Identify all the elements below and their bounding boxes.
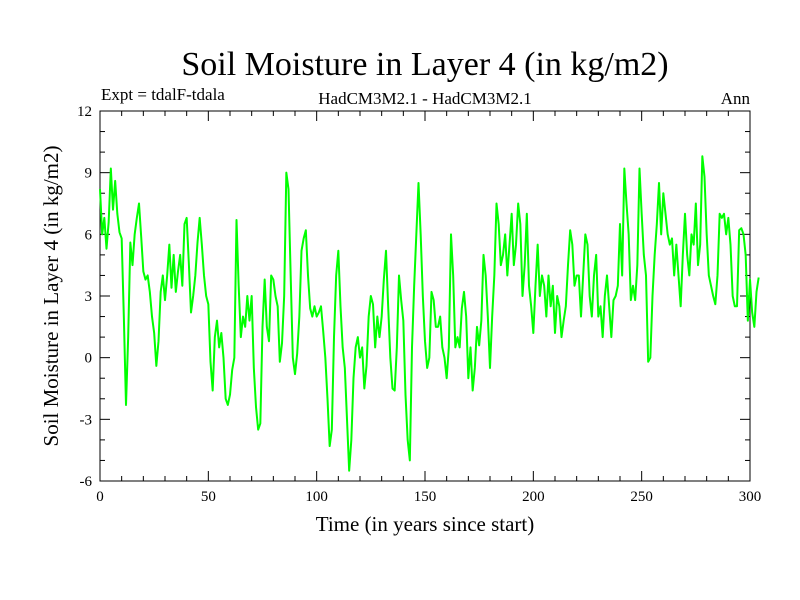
x-tick-label: 0	[96, 489, 104, 505]
chart-subtitle-center: HadCM3M2.1 - HadCM3M2.1	[318, 89, 531, 108]
y-tick-label: 0	[85, 351, 93, 367]
x-axis-label: Time (in years since start)	[316, 512, 535, 536]
axis-tick-labels: 0 50 100 150 200 250 300 -6 -3 0 3 6 9 12	[77, 104, 761, 505]
x-tick-label: 250	[630, 489, 653, 505]
x-tick-label: 150	[414, 489, 437, 505]
y-tick-label: -3	[80, 412, 93, 428]
axis-ticks	[99, 110, 751, 482]
y-tick-label: 9	[85, 166, 93, 182]
x-tick-label: 100	[305, 489, 328, 505]
y-tick-label: 12	[77, 104, 92, 120]
x-tick-label: 300	[739, 489, 762, 505]
chart-title: Soil Moisture in Layer 4 (in kg/m2)	[181, 46, 668, 83]
y-tick-label: 6	[85, 227, 93, 243]
chart-subtitle-right: Ann	[721, 89, 751, 108]
x-tick-label: 200	[522, 489, 545, 505]
y-tick-label: 3	[85, 289, 93, 305]
series-layer	[99, 155, 760, 472]
series-line	[99, 155, 760, 472]
y-axis-label: Soil Moisture in Layer 4 (in kg/m2)	[39, 146, 63, 447]
chart-subtitle-left: Expt = tdalF-tdala	[101, 85, 225, 104]
x-tick-label: 50	[201, 489, 216, 505]
y-tick-label: -6	[80, 474, 93, 490]
